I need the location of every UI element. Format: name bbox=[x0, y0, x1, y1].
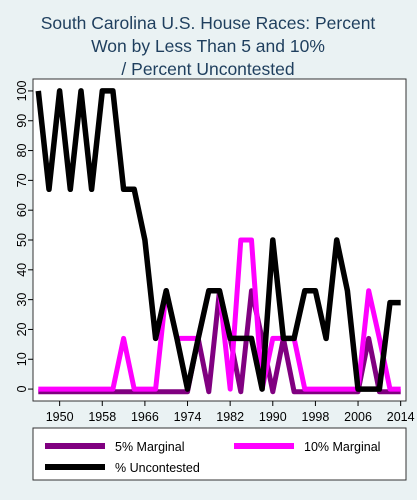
x-tick-label: 1966 bbox=[131, 410, 159, 424]
x-tick-label: 1998 bbox=[302, 410, 330, 424]
x-tick-label: 1950 bbox=[46, 410, 74, 424]
y-tick-label: 30 bbox=[15, 293, 29, 307]
chart-title-line: South Carolina U.S. House Races: Percent bbox=[41, 13, 376, 33]
series-lines bbox=[35, 88, 401, 395]
plot-area bbox=[32, 78, 407, 402]
y-tick-label: 0 bbox=[15, 386, 29, 393]
y-tick-label: 80 bbox=[15, 144, 29, 158]
chart-title: South Carolina U.S. House Races: Percent… bbox=[41, 13, 376, 79]
y-tick-label: 90 bbox=[15, 114, 29, 128]
x-tick-label: 2014 bbox=[387, 410, 415, 424]
y-tick-label: 10 bbox=[15, 352, 29, 366]
x-tick-label: 2006 bbox=[344, 410, 372, 424]
y-tick-label: 20 bbox=[15, 322, 29, 336]
x-tick-label: 1982 bbox=[216, 410, 244, 424]
y-tick-label: 70 bbox=[15, 173, 29, 187]
x-tick-label: 1990 bbox=[259, 410, 287, 424]
series-line-uncontested bbox=[35, 88, 401, 392]
legend-label-10-marginal: 10% Marginal bbox=[304, 440, 380, 454]
x-axis: 1950 1958 1966 1974 1982 1990 1998 2006 2014 bbox=[46, 401, 415, 424]
y-tick-label: 100 bbox=[15, 80, 29, 101]
legend-box bbox=[32, 427, 407, 481]
y-tick-label: 60 bbox=[15, 203, 29, 217]
legend: 5% Marginal 10% Marginal % Uncontested bbox=[45, 440, 380, 475]
y-axis: 0 10 20 30 40 50 60 70 80 90 100 bbox=[15, 80, 33, 393]
x-tick-label: 1958 bbox=[88, 410, 116, 424]
chart-title-line: Won by Less Than 5 and 10% bbox=[91, 36, 325, 56]
x-tick-label: 1974 bbox=[174, 410, 202, 424]
y-tick-label: 50 bbox=[15, 233, 29, 247]
legend-label-5-marginal: 5% Marginal bbox=[115, 440, 184, 454]
y-tick-label: 40 bbox=[15, 263, 29, 277]
legend-label-uncontested: % Uncontested bbox=[115, 461, 200, 475]
chart-title-line: / Percent Uncontested bbox=[121, 59, 294, 79]
